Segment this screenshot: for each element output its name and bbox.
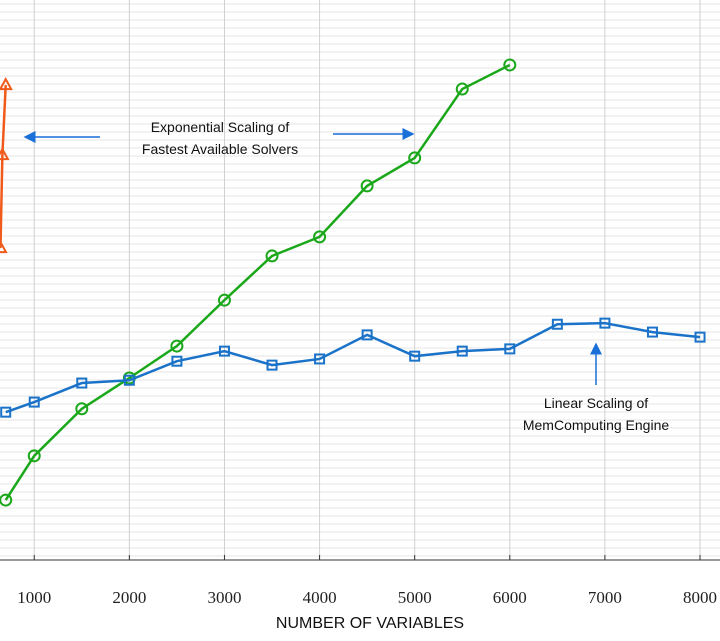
marker (76, 377, 88, 389)
x-tick-label: 3000 (207, 588, 241, 607)
series-line (0, 85, 7, 249)
x-tick-label: 1000 (17, 588, 51, 607)
x-tick-label: 6000 (493, 588, 527, 607)
marker (0, 77, 13, 91)
annotation: Exponential Scaling of (151, 119, 290, 135)
marker (0, 240, 8, 254)
marker (218, 345, 230, 357)
marker (361, 329, 373, 341)
marker (646, 326, 658, 338)
annotation: Fastest Available Solvers (142, 141, 298, 157)
series-line (5, 321, 701, 414)
marker (503, 58, 517, 72)
marker (265, 249, 279, 263)
x-tick-label: 7000 (588, 588, 622, 607)
marker (217, 293, 231, 307)
marker (455, 82, 469, 96)
marker (123, 374, 135, 386)
marker (408, 151, 422, 165)
marker (0, 493, 13, 507)
x-tick-label: 2000 (112, 588, 146, 607)
marker (0, 406, 12, 418)
series-line (4, 63, 511, 501)
marker (170, 339, 184, 353)
marker (599, 317, 611, 329)
x-tick-label: 4000 (303, 588, 337, 607)
marker (504, 343, 516, 355)
marker (360, 179, 374, 193)
marker (27, 449, 41, 463)
marker (409, 350, 421, 362)
marker (75, 402, 89, 416)
annotation: MemComputing Engine (523, 417, 670, 433)
x-tick-label: 5000 (398, 588, 432, 607)
annotation: Linear Scaling of (544, 395, 648, 411)
marker (456, 345, 468, 357)
marker (0, 147, 10, 161)
marker (171, 355, 183, 367)
grid-background (0, 0, 720, 560)
marker (313, 230, 327, 244)
marker (266, 359, 278, 371)
marker (28, 396, 40, 408)
marker (694, 331, 706, 343)
x-tick-label: 8000 (683, 588, 717, 607)
marker (314, 353, 326, 365)
x-axis-label: NUMBER OF VARIABLES (276, 615, 464, 632)
marker (551, 318, 563, 330)
